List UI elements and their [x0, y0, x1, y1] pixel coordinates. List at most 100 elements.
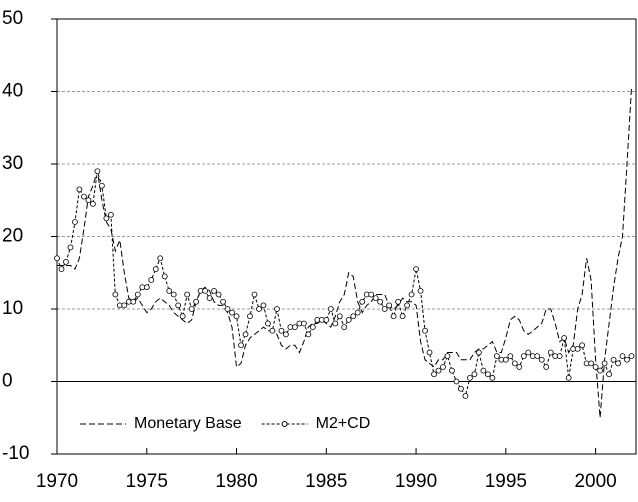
point [489, 374, 496, 381]
point [350, 313, 357, 320]
y-tick-label: 50 [2, 8, 23, 29]
point [502, 356, 509, 363]
point [417, 287, 424, 294]
point [103, 215, 110, 222]
point [556, 353, 563, 360]
point [628, 353, 635, 360]
point [534, 353, 541, 360]
point [381, 306, 388, 312]
point [251, 291, 258, 298]
point [511, 360, 518, 367]
point [341, 324, 348, 331]
y-tick-label: 30 [2, 153, 23, 174]
point [134, 291, 141, 298]
point [516, 364, 523, 370]
y-tick-label: 20 [2, 226, 23, 247]
point [395, 298, 402, 305]
point [404, 302, 410, 309]
point [58, 266, 65, 273]
point [224, 306, 231, 312]
point [121, 302, 128, 309]
point [269, 327, 276, 334]
point [525, 349, 532, 356]
point [81, 193, 87, 200]
point [170, 291, 177, 298]
series-line [57, 87, 632, 418]
point [359, 298, 366, 305]
point [274, 306, 280, 312]
point [462, 393, 469, 399]
point [624, 356, 630, 363]
x-tick-label: 1995 [485, 471, 527, 492]
point [76, 186, 83, 193]
point [323, 316, 330, 323]
x-tick-label: 1985 [305, 471, 347, 492]
point [283, 331, 289, 338]
point [305, 331, 312, 338]
point [422, 327, 428, 334]
point [157, 255, 164, 262]
legend-label: M2+CD [316, 415, 371, 432]
point [265, 320, 271, 327]
point [211, 287, 217, 294]
point [112, 291, 119, 298]
point [592, 364, 599, 370]
point [107, 211, 114, 218]
point [601, 360, 608, 367]
point [471, 371, 478, 378]
point [372, 295, 379, 302]
point [327, 306, 334, 312]
point [565, 374, 572, 381]
point [399, 313, 406, 320]
point [63, 258, 69, 265]
point [130, 298, 137, 305]
point [202, 287, 209, 294]
point [426, 349, 433, 356]
legend-marker [281, 421, 288, 427]
series-line [56, 171, 632, 398]
point [345, 316, 352, 323]
point [467, 374, 473, 381]
point [444, 353, 451, 360]
point [579, 342, 586, 349]
point [336, 313, 343, 320]
point [543, 364, 550, 370]
point [458, 385, 464, 392]
point [256, 306, 262, 312]
x-tick-label: 2000 [574, 471, 616, 492]
x-tick-label: 1975 [126, 471, 168, 492]
point [386, 302, 393, 309]
point [179, 313, 186, 320]
point [166, 287, 173, 294]
y-tick-label: 10 [2, 298, 23, 319]
point [90, 200, 96, 207]
x-tick-label: 1980 [215, 471, 257, 492]
point [377, 298, 384, 305]
plot-frame [56, 18, 637, 455]
point [435, 367, 442, 374]
point [440, 364, 446, 370]
point [238, 342, 244, 349]
point [547, 349, 554, 356]
point [390, 313, 397, 320]
point [538, 356, 545, 363]
point [291, 324, 298, 331]
point [229, 309, 235, 316]
point [193, 298, 200, 305]
point [453, 378, 460, 385]
y-tick-label: -10 [2, 443, 29, 464]
point [561, 335, 568, 341]
point [247, 313, 253, 320]
point [148, 277, 155, 283]
point [619, 353, 626, 360]
point [300, 320, 307, 327]
point [98, 182, 105, 189]
point [143, 284, 150, 291]
point [507, 353, 514, 360]
point [476, 349, 482, 356]
x-tick-label: 1990 [395, 471, 437, 492]
point [368, 291, 375, 298]
point [606, 371, 612, 378]
point [152, 266, 159, 273]
